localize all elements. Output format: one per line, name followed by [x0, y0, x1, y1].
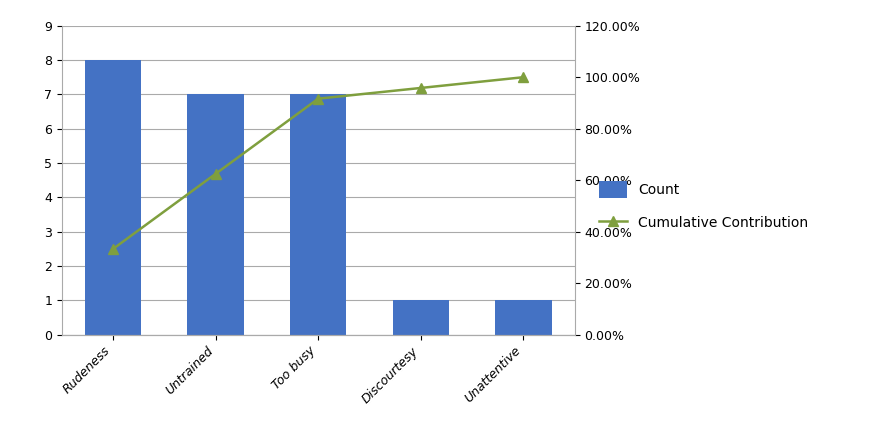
Bar — [187, 94, 244, 335]
Bar — [495, 300, 552, 335]
Bar — [85, 60, 141, 335]
Bar — [290, 94, 347, 335]
Legend: Count, Cumulative Contribution: Count, Cumulative Contribution — [599, 181, 808, 231]
Bar — [392, 300, 449, 335]
